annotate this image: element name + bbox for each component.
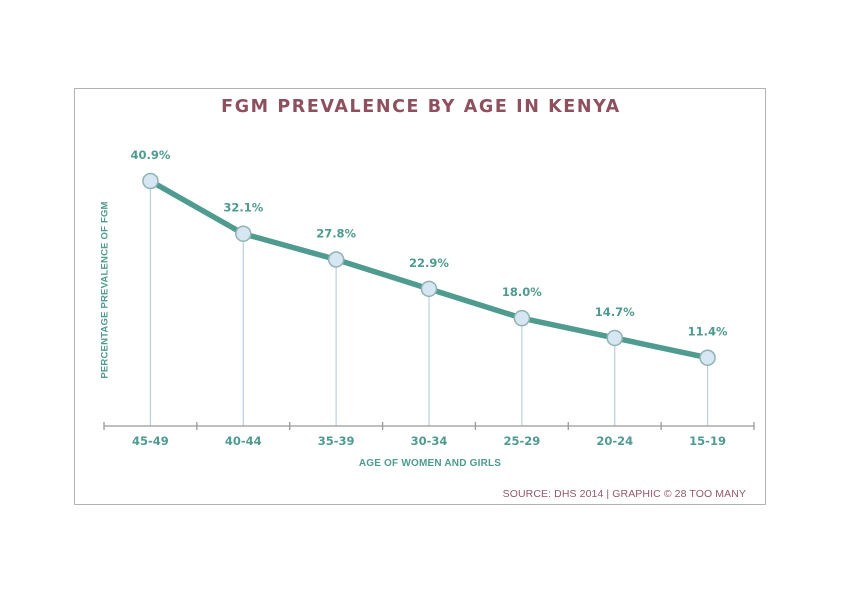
data-point (606, 329, 623, 347)
data-point (142, 172, 159, 190)
x-tick-label: 25-29 (503, 434, 540, 448)
data-point (420, 280, 438, 298)
x-tick-label: 45-49 (132, 434, 169, 448)
data-label: 32.1% (223, 201, 263, 215)
x-tick-label: 30-34 (411, 434, 448, 448)
data-point (235, 225, 252, 242)
source-note: SOURCE: DHS 2014 | GRAPHIC © 28 TOO MANY (502, 488, 746, 500)
data-label: 18.0% (502, 285, 542, 299)
x-tick-label: 40-44 (225, 434, 262, 448)
data-point (513, 309, 531, 327)
x-tick-label: 20-24 (596, 434, 633, 448)
x-tick-label: 35-39 (318, 434, 355, 448)
data-labels: 40.9% 32.1% 27.8% 22.9% 18.0% 14.7% 11.4% (130, 148, 728, 339)
tick-labels: 45-49 40-44 35-39 30-34 25-29 20-24 15-19 (132, 434, 726, 448)
x-axis-label: AGE OF WOMEN AND GIRLS (358, 458, 502, 469)
data-point (327, 251, 345, 268)
data-label: 14.7% (595, 305, 635, 319)
x-axis (103, 422, 755, 430)
chart-frame (74, 88, 766, 505)
drop-lines (149, 181, 709, 426)
data-label: 22.9% (409, 256, 449, 270)
markers (142, 172, 716, 366)
data-label: 11.4% (688, 325, 728, 339)
x-tick-label: 15-19 (689, 434, 726, 448)
chart-title: FGM PREVALENCE BY AGE IN KENYA (221, 97, 621, 117)
data-label: 27.8% (316, 226, 356, 240)
data-label: 40.9% (130, 148, 170, 162)
data-point (699, 349, 716, 366)
